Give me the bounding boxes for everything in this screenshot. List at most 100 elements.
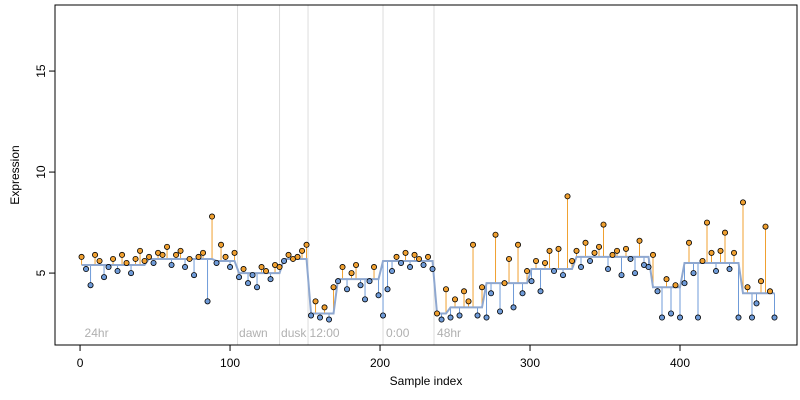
point (618, 272, 625, 279)
point (132, 255, 139, 262)
point (285, 251, 292, 258)
y-axis-label: Expression (8, 145, 22, 204)
point (717, 247, 724, 254)
point (326, 316, 333, 323)
point (407, 264, 414, 271)
point (389, 268, 396, 275)
point (317, 314, 324, 321)
point (731, 249, 738, 256)
annotation: 24hr (85, 326, 109, 340)
annotation: dusk (281, 326, 307, 340)
point (537, 288, 544, 295)
point (213, 259, 220, 266)
point (510, 304, 517, 311)
point (276, 264, 283, 271)
point (704, 219, 711, 226)
point (519, 290, 526, 297)
point (348, 270, 355, 277)
point (429, 266, 436, 273)
point (461, 288, 468, 295)
point (573, 247, 580, 254)
point (587, 257, 594, 264)
annotation: dawn (239, 326, 268, 340)
point (96, 257, 103, 264)
point (366, 278, 373, 285)
point (137, 247, 144, 254)
point (168, 261, 175, 268)
point (335, 278, 342, 285)
point (164, 243, 171, 250)
point (294, 253, 301, 260)
point (551, 268, 558, 275)
point (488, 290, 495, 297)
point (339, 264, 346, 271)
point (492, 231, 499, 238)
point (569, 257, 576, 264)
point (123, 259, 130, 266)
point (245, 280, 252, 287)
point (330, 284, 337, 291)
point (200, 249, 207, 256)
point (740, 199, 747, 206)
x-tick-label: 100 (220, 356, 240, 370)
point (308, 312, 315, 319)
point (695, 314, 702, 321)
point (321, 304, 328, 311)
point (452, 296, 459, 303)
y-tick-label: 15 (34, 64, 48, 78)
point (627, 255, 634, 262)
x-tick-label: 400 (670, 356, 690, 370)
point (636, 237, 643, 244)
point (483, 314, 490, 321)
point (191, 272, 198, 279)
x-tick-label: 300 (520, 356, 540, 370)
point (497, 308, 504, 315)
point (447, 314, 454, 321)
point (353, 261, 360, 268)
point (663, 276, 670, 283)
point (254, 284, 261, 291)
point (524, 268, 531, 275)
point (402, 249, 409, 256)
annotation: 0:00 (386, 326, 410, 340)
point (677, 314, 684, 321)
point (600, 221, 607, 228)
x-axis-label: Sample index (390, 374, 463, 388)
point (699, 257, 706, 264)
point (312, 298, 319, 305)
point (605, 266, 612, 273)
x-tick-label: 0 (77, 356, 84, 370)
annotation: 48hr (437, 326, 461, 340)
point (434, 310, 441, 317)
point (546, 247, 553, 254)
point (443, 286, 450, 293)
point (141, 257, 148, 264)
plot-frame (54, 4, 798, 346)
point (380, 312, 387, 319)
point (263, 268, 270, 275)
point (564, 193, 571, 200)
point (357, 282, 364, 289)
point (474, 312, 481, 319)
point (654, 288, 661, 295)
point (114, 268, 121, 275)
point (686, 239, 693, 246)
point (578, 264, 585, 271)
point (555, 245, 562, 252)
point (645, 264, 652, 271)
point (227, 264, 234, 271)
point (159, 251, 166, 258)
point (146, 253, 153, 260)
y-tick-label: 5 (34, 269, 48, 276)
point (101, 274, 108, 281)
point (681, 280, 688, 287)
point (128, 270, 135, 277)
point (582, 239, 589, 246)
point (438, 316, 445, 323)
point (758, 278, 765, 285)
point (231, 249, 238, 256)
point (722, 229, 729, 236)
point (150, 259, 157, 266)
